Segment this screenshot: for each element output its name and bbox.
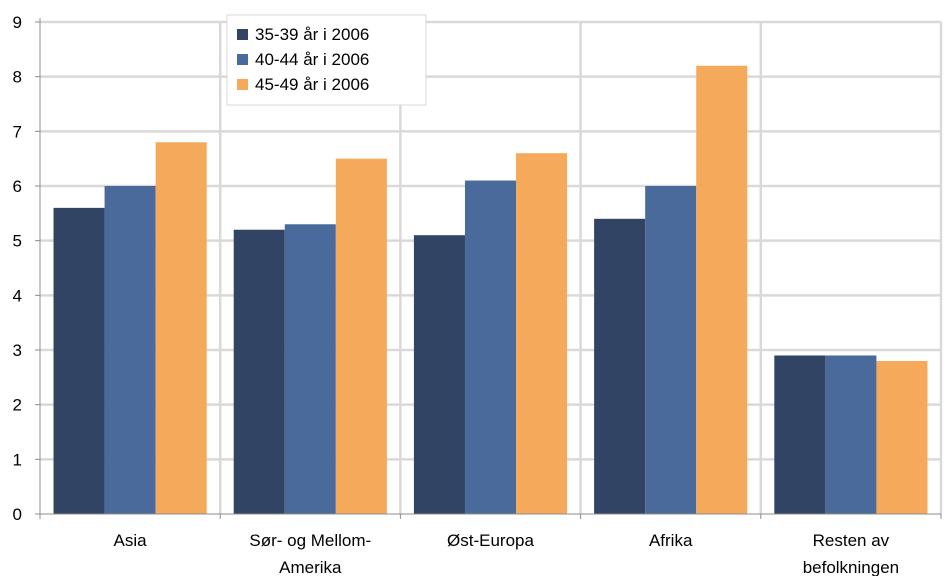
y-tick-label: 8 bbox=[13, 68, 22, 87]
bar-2-4 bbox=[645, 186, 697, 514]
bar-1-4 bbox=[594, 218, 646, 515]
legend: 35-39 år i 2006 40-44 år i 2006 45-49 år i… bbox=[226, 14, 427, 106]
bar-1-3 bbox=[413, 235, 465, 514]
bar-1-5 bbox=[774, 355, 826, 514]
y-tick-label: 1 bbox=[13, 450, 22, 469]
legend-label: 40-44 år i 2006 bbox=[255, 50, 369, 69]
bar-3-5 bbox=[876, 360, 928, 514]
bar-2-2 bbox=[284, 224, 336, 514]
x-tick-label: Afrika bbox=[649, 531, 693, 550]
bar-3-2 bbox=[335, 158, 387, 514]
bar-3-1 bbox=[155, 142, 207, 514]
x-tick-label: Asia bbox=[114, 531, 148, 550]
y-tick-label: 9 bbox=[13, 13, 22, 32]
x-axis-tick-labels: Asia Sør- og Mellom-Amerika Øst-Europa Afri… bbox=[114, 531, 900, 576]
y-tick-label: 2 bbox=[13, 396, 22, 415]
bar-2-3 bbox=[464, 180, 517, 515]
y-tick-label: 0 bbox=[13, 505, 22, 524]
bar-2-5 bbox=[825, 355, 877, 514]
y-tick-label: 4 bbox=[13, 286, 22, 305]
y-tick-label: 7 bbox=[13, 122, 22, 141]
y-tick-label: 6 bbox=[13, 177, 22, 196]
legend-label: 35-39 år i 2006 bbox=[255, 25, 369, 44]
bar-1-2 bbox=[233, 229, 285, 514]
bar-3-4 bbox=[696, 65, 748, 514]
x-tick-label: Resten av befolkningen bbox=[803, 531, 899, 576]
axes bbox=[35, 18, 942, 519]
legend-box bbox=[226, 14, 427, 106]
bars bbox=[53, 65, 928, 515]
x-tick-label: Sør- og Mellom-Amerika bbox=[249, 531, 371, 576]
bar-1-1 bbox=[53, 207, 105, 514]
bar-3-3 bbox=[516, 153, 568, 514]
y-tick-label: 3 bbox=[13, 341, 22, 360]
y-tick-label: 5 bbox=[13, 232, 22, 251]
legend-label: 45-49 år i 2006 bbox=[255, 75, 369, 94]
bar-2-1 bbox=[104, 186, 156, 514]
legend-swatch bbox=[237, 54, 248, 65]
y-axis-tick-labels: 0 1 2 3 4 5 6 7 8 9 bbox=[13, 13, 22, 524]
legend-swatch bbox=[237, 79, 248, 90]
x-tick-label: Øst-Europa bbox=[447, 531, 534, 550]
legend-swatch bbox=[237, 29, 248, 40]
